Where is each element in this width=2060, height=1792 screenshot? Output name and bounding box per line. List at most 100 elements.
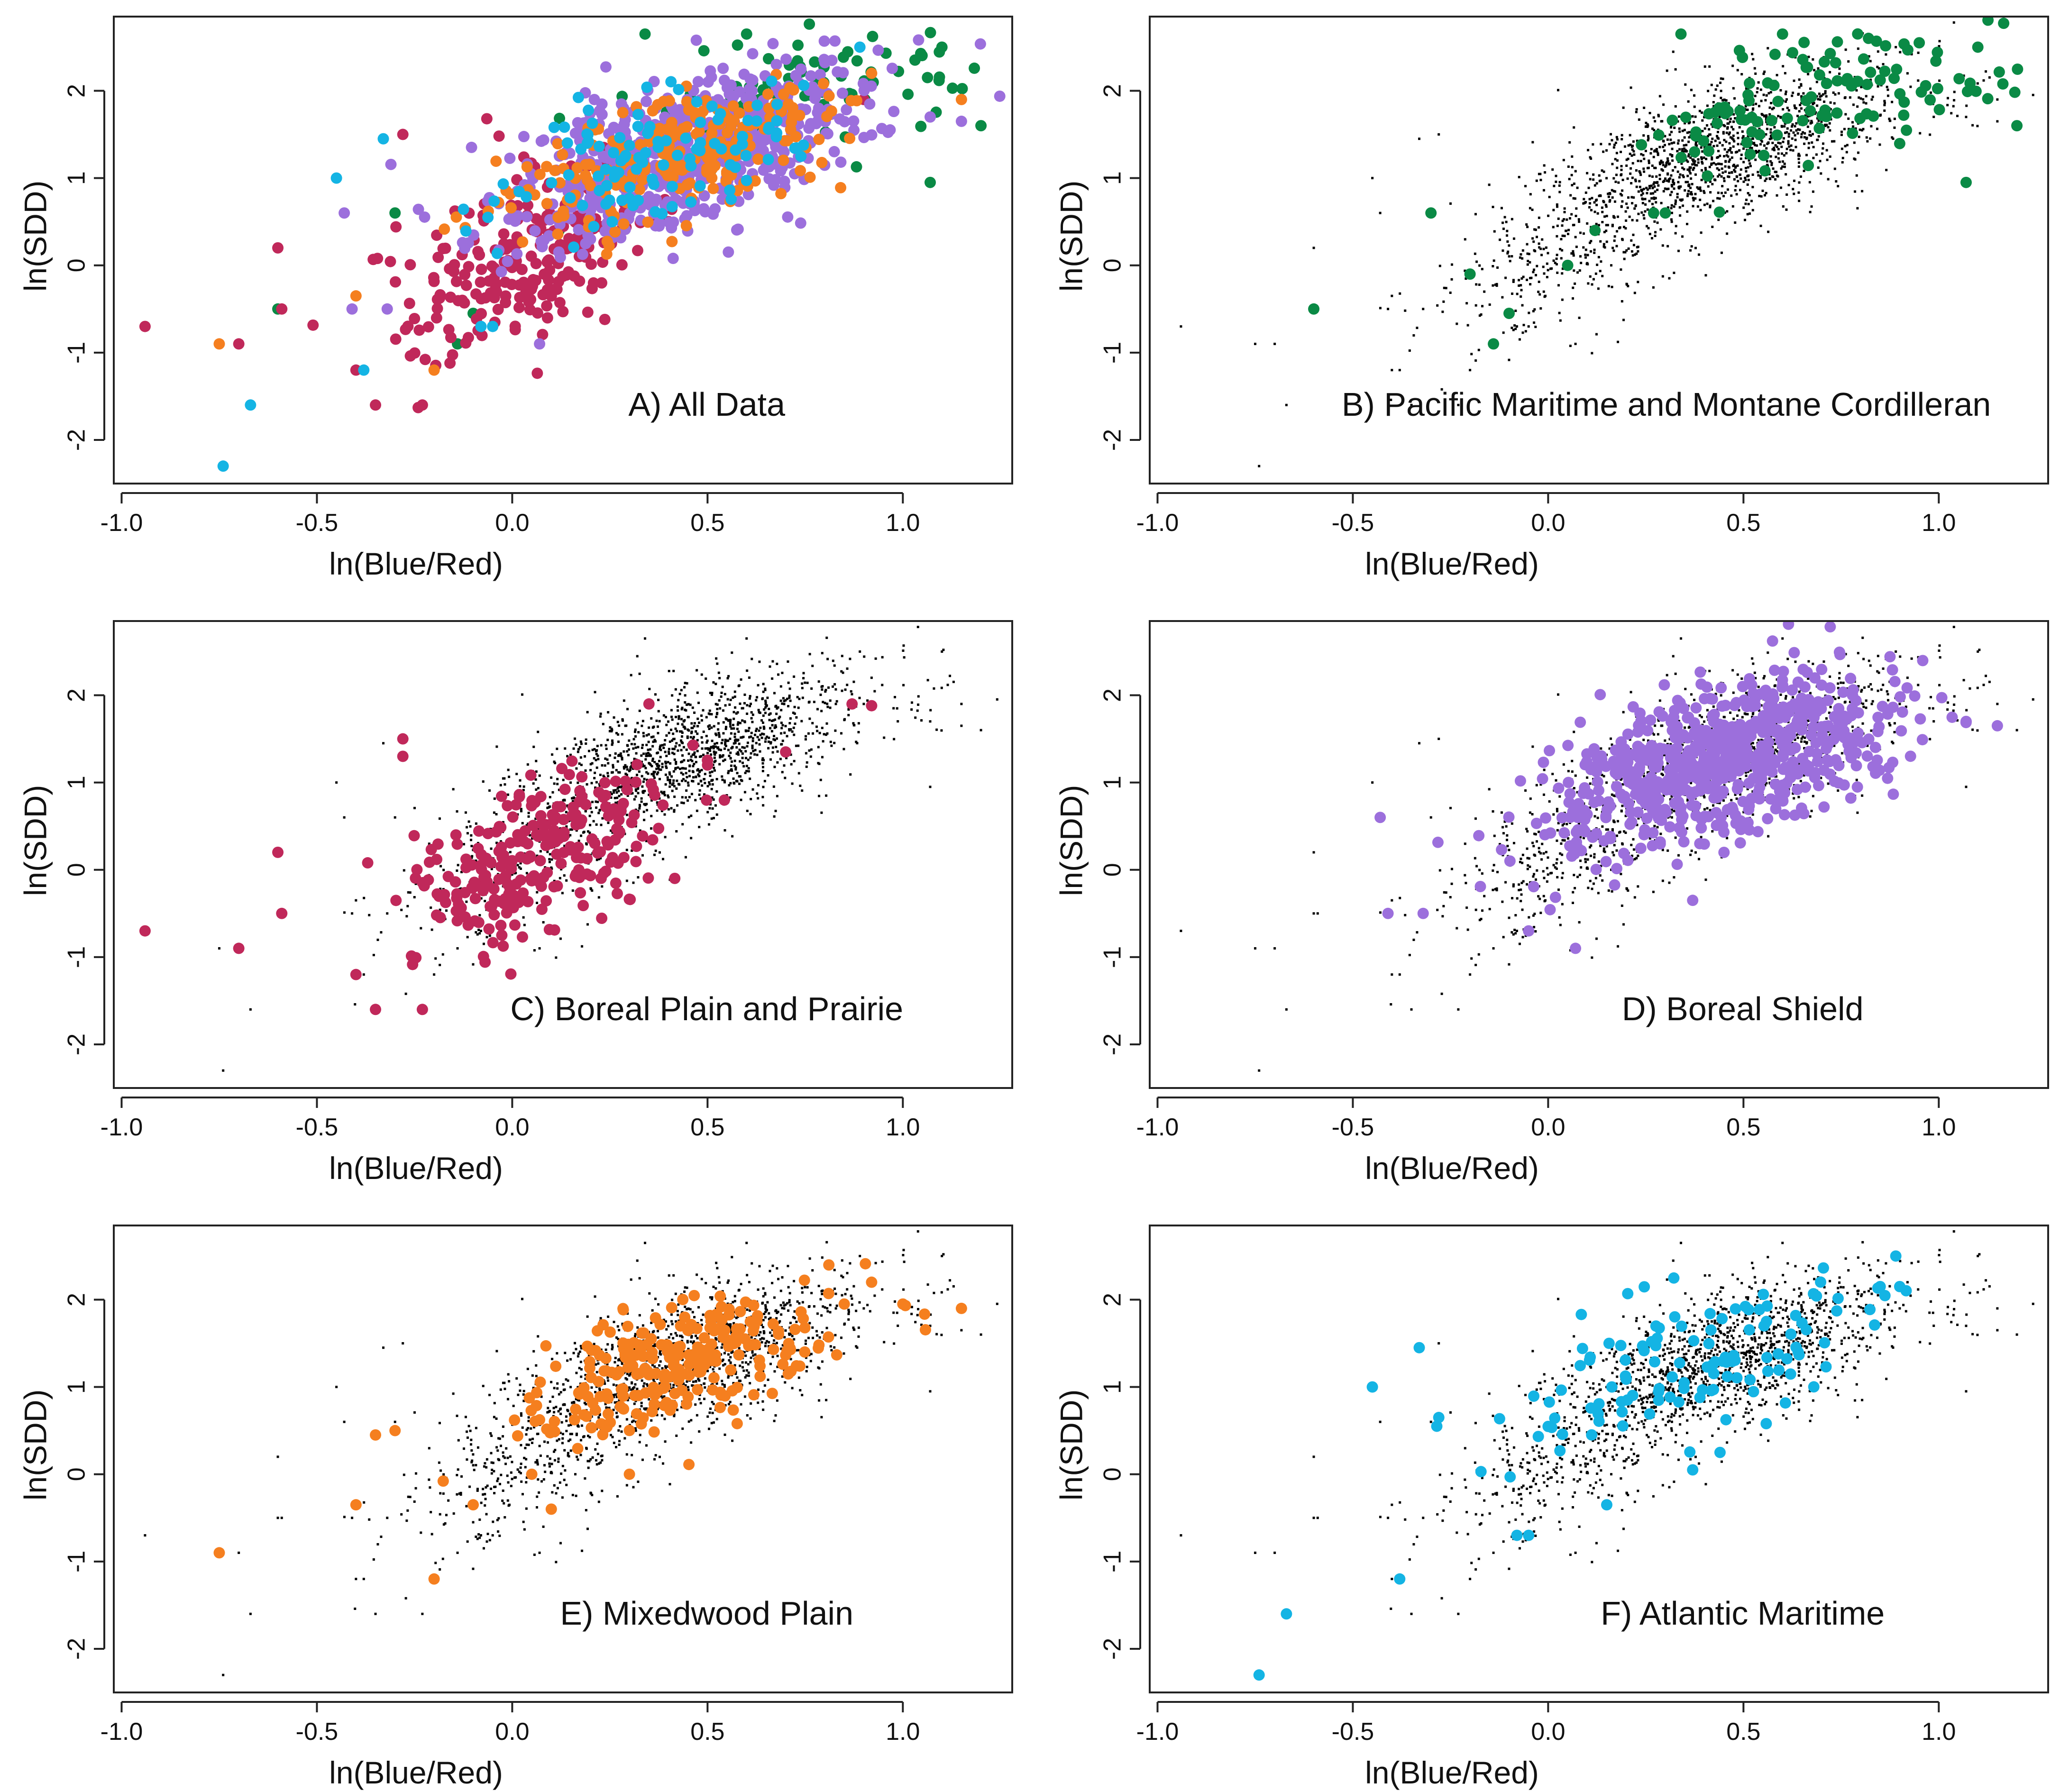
data-point-purple — [744, 73, 756, 85]
bg-point — [1572, 224, 1575, 227]
data-point-orange — [601, 236, 613, 247]
bg-point — [1846, 144, 1849, 146]
data-point-crimson — [559, 783, 571, 795]
bg-point — [1653, 185, 1656, 188]
bg-point — [1736, 150, 1739, 153]
bg-point — [602, 722, 604, 725]
bg-point — [1693, 162, 1696, 165]
bg-point — [1509, 260, 1511, 263]
data-point-crimson — [492, 303, 504, 315]
data-point-purple — [504, 152, 516, 164]
bg-point — [439, 964, 441, 967]
bg-point — [827, 686, 830, 689]
bg-point — [1387, 308, 1390, 311]
bg-point — [1886, 88, 1889, 91]
bg-point — [852, 722, 855, 725]
data-point-green — [1880, 40, 1892, 52]
bg-point — [1646, 192, 1648, 194]
bg-point — [563, 799, 566, 802]
bg-point — [1579, 231, 1582, 234]
bg-point — [1717, 156, 1720, 159]
bg-point — [794, 722, 797, 725]
bg-point — [1591, 352, 1593, 355]
bg-point — [1582, 202, 1585, 205]
bg-point — [1594, 272, 1597, 275]
bg-point — [648, 794, 650, 796]
bg-point — [1647, 227, 1650, 229]
bg-point — [1590, 240, 1593, 243]
bg-point — [469, 825, 472, 828]
bg-point — [1744, 167, 1747, 170]
data-point-crimson — [462, 332, 474, 344]
bg-point — [1703, 192, 1706, 194]
bg-point — [1609, 199, 1611, 201]
bg-point — [1883, 100, 1886, 102]
data-point-green — [1734, 105, 1746, 117]
data-point-cyan — [577, 200, 588, 211]
data-point-green — [1953, 73, 1965, 84]
bg-point — [1669, 193, 1672, 196]
bg-point — [775, 713, 778, 715]
bg-point — [617, 790, 620, 793]
bg-point — [700, 755, 703, 758]
bg-point — [1780, 167, 1783, 170]
bg-point — [693, 722, 696, 725]
bg-point — [926, 679, 929, 682]
bg-point — [569, 834, 572, 837]
bg-point — [748, 727, 751, 730]
bg-point — [1512, 280, 1515, 283]
bg-point — [675, 715, 678, 718]
bg-point — [1982, 79, 1985, 82]
bg-point — [724, 741, 727, 744]
bg-point — [1655, 201, 1657, 204]
data-point-orange — [663, 95, 675, 107]
bg-point — [532, 782, 535, 785]
bg-point — [706, 747, 709, 750]
bg-point — [684, 694, 687, 697]
bg-point — [1611, 163, 1614, 165]
bg-point — [1794, 134, 1796, 137]
bg-point — [714, 745, 717, 748]
bg-point — [813, 701, 815, 704]
bg-point — [733, 735, 736, 738]
bg-point — [606, 772, 609, 775]
bg-point — [1285, 403, 1288, 406]
bg-point — [719, 756, 722, 759]
bg-point — [1714, 139, 1717, 142]
bg-point — [742, 735, 745, 738]
bg-point — [1592, 143, 1594, 146]
bg-point — [1858, 136, 1860, 138]
bg-point — [659, 756, 662, 759]
bg-point — [1865, 102, 1868, 105]
bg-point — [697, 773, 700, 776]
bg-point — [584, 809, 587, 812]
bg-point — [1584, 253, 1587, 256]
bg-point — [783, 703, 786, 705]
bg-point — [589, 887, 592, 890]
bg-point — [1996, 120, 1999, 123]
data-point-green — [1998, 18, 2010, 29]
bg-point — [1605, 240, 1608, 243]
data-point-crimson — [574, 275, 586, 287]
bg-point — [1694, 164, 1697, 166]
data-point-orange — [795, 165, 806, 176]
bg-point — [466, 936, 469, 939]
bg-point — [1895, 46, 1897, 48]
bg-point — [846, 667, 849, 670]
bg-point — [674, 768, 677, 770]
data-point-crimson — [495, 790, 507, 802]
bg-point — [1750, 200, 1753, 202]
bg-point — [1728, 142, 1731, 145]
bg-point — [1877, 85, 1879, 88]
bg-point — [1689, 186, 1692, 189]
bg-point — [430, 906, 432, 909]
bg-point — [1622, 106, 1625, 109]
bg-point — [680, 735, 683, 738]
bg-point — [1785, 173, 1787, 176]
bg-point — [577, 840, 580, 842]
data-point-purple — [674, 104, 686, 116]
data-point-crimson — [139, 320, 151, 332]
data-point-crimson — [516, 278, 528, 290]
bg-point — [1681, 148, 1684, 151]
bg-point — [615, 769, 618, 772]
